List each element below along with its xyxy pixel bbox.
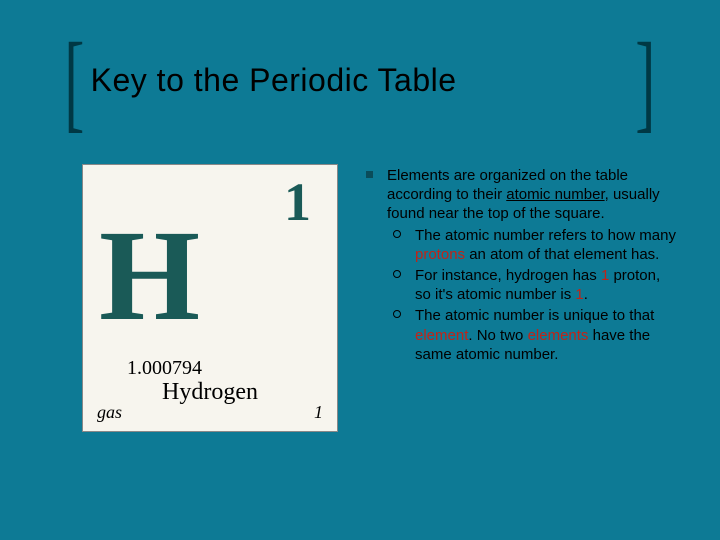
circle-bullet-icon [393, 230, 401, 238]
sub-bullet-text: The atomic number is unique to that elem… [415, 306, 680, 364]
sub-bullet-text: For instance, hydrogen has 1 proton, so … [415, 266, 680, 304]
highlight-span: protons [415, 246, 465, 263]
text-span: . [584, 286, 588, 303]
sub-bullet-text: The atomic number refers to how many pro… [415, 226, 680, 264]
element-symbol: H [99, 211, 200, 341]
text-span: For instance, hydrogen has [415, 267, 601, 284]
text-span: an atom of that element has. [465, 246, 659, 263]
sub-bullet: The atomic number is unique to that elem… [387, 306, 680, 364]
element-phase: gas [97, 402, 122, 423]
sub-bullet-list: The atomic number refers to how many pro… [387, 226, 680, 364]
element-period: 1 [314, 402, 323, 423]
sub-bullet: The atomic number refers to how many pro… [387, 226, 680, 264]
title-bar: [ Key to the Periodic Table ] [56, 62, 664, 99]
main-bullet-text: Elements are organized on the table acco… [387, 166, 680, 364]
circle-bullet-icon [393, 310, 401, 318]
square-bullet-icon [366, 171, 373, 178]
circle-bullet-icon [393, 270, 401, 278]
slide-title: Key to the Periodic Table [91, 62, 457, 99]
text-span: . No two [468, 327, 527, 344]
highlight-span: element [415, 327, 468, 344]
text-span: The atomic number refers to how many [415, 227, 676, 244]
text-column: Elements are organized on the table acco… [366, 164, 680, 432]
main-bullet: Elements are organized on the table acco… [366, 166, 680, 364]
atomic-mass: 1.000794 [127, 357, 202, 380]
highlight-span: elements [528, 327, 589, 344]
content-row: 1 H 1.000794 Hydrogen gas 1 Elements are… [82, 164, 680, 432]
element-tile: 1 H 1.000794 Hydrogen gas 1 [82, 164, 338, 432]
text-span: The atomic number is unique to that [415, 307, 654, 324]
atomic-number: 1 [284, 171, 311, 233]
highlight-span: 1 [575, 286, 583, 303]
underline-span: atomic number [506, 186, 604, 203]
sub-bullet: For instance, hydrogen has 1 proton, so … [387, 266, 680, 304]
